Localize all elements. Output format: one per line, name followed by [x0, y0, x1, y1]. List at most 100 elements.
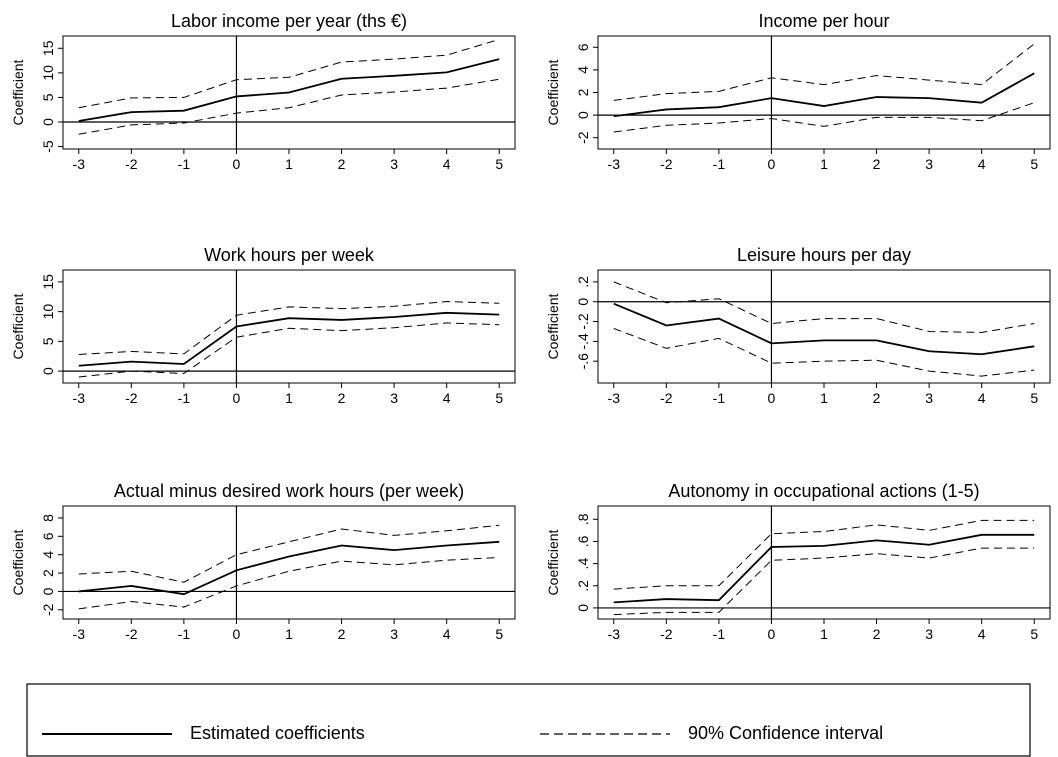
- y-tick-label: .4: [575, 558, 591, 570]
- y-tick-label: 0: [40, 118, 56, 126]
- x-tick-label: 2: [338, 626, 346, 642]
- y-tick-label: 5: [40, 93, 56, 101]
- y-tick-label: 10: [40, 65, 56, 81]
- x-tick-label: 4: [978, 156, 986, 172]
- x-tick-label: 5: [1030, 626, 1038, 642]
- x-tick-label: 0: [768, 390, 776, 406]
- chart-title: Work hours per week: [204, 245, 375, 265]
- ci-upper-line: [78, 38, 500, 109]
- x-tick-label: -2: [125, 626, 138, 642]
- x-tick-label: 5: [1030, 156, 1038, 172]
- y-tick-label: 2: [575, 88, 591, 96]
- x-tick-label: 3: [925, 390, 933, 406]
- y-tick-label: 0: [575, 604, 591, 612]
- x-tick-label: -1: [713, 626, 726, 642]
- legend-label: Estimated coefficients: [190, 723, 365, 743]
- chart-title: Autonomy in occupational actions (1-5): [668, 481, 979, 501]
- y-tick-label: -2: [575, 131, 591, 144]
- x-tick-label: -3: [608, 390, 621, 406]
- legend-label: 90% Confidence interval: [688, 723, 883, 743]
- x-tick-label: -3: [608, 156, 621, 172]
- x-tick-label: -1: [178, 626, 191, 642]
- y-tick-label: 4: [40, 551, 56, 559]
- x-tick-label: -1: [713, 156, 726, 172]
- x-tick-label: -2: [660, 156, 673, 172]
- x-tick-label: 1: [285, 390, 293, 406]
- y-tick-label: 2: [40, 569, 56, 577]
- y-tick-label: 15: [40, 40, 56, 56]
- y-axis-label: Coefficient: [545, 293, 561, 359]
- y-tick-label: .2: [575, 580, 591, 592]
- x-tick-label: -3: [608, 626, 621, 642]
- ci-lower-line: [78, 322, 500, 378]
- plot-frame: [62, 269, 516, 384]
- ci-lower-line: [613, 328, 1035, 377]
- y-tick-label: 5: [40, 337, 56, 345]
- x-tick-label: 4: [443, 156, 451, 172]
- coefficient-line: [613, 302, 1035, 356]
- y-tick-label: 6: [575, 43, 591, 51]
- ci-lower-line: [613, 547, 1035, 616]
- y-tick-label: -.4: [575, 333, 591, 350]
- legend-box: [26, 683, 1031, 757]
- x-tick-label: 3: [390, 156, 398, 172]
- x-tick-label: -3: [73, 390, 86, 406]
- coefficient-line: [78, 58, 500, 122]
- y-axis-label: Coefficient: [545, 529, 561, 595]
- coefficient-line: [78, 311, 500, 367]
- x-tick-label: 3: [390, 390, 398, 406]
- x-tick-label: 0: [768, 156, 776, 172]
- y-tick-label: 6: [40, 532, 56, 540]
- y-axis-label: Coefficient: [545, 59, 561, 125]
- plot-frame: [597, 269, 1051, 384]
- x-tick-label: 2: [338, 156, 346, 172]
- x-tick-label: 0: [768, 626, 776, 642]
- x-tick-label: 2: [338, 390, 346, 406]
- x-tick-label: 1: [820, 626, 828, 642]
- x-tick-label: 4: [443, 626, 451, 642]
- y-tick-label: 8: [40, 514, 56, 522]
- x-tick-label: 4: [978, 626, 986, 642]
- y-tick-label: 15: [40, 274, 56, 290]
- x-tick-label: 5: [1030, 390, 1038, 406]
- x-tick-label: 1: [285, 626, 293, 642]
- y-axis-label: Coefficient: [10, 529, 26, 595]
- x-tick-label: 2: [873, 626, 881, 642]
- chart-title: Actual minus desired work hours (per wee…: [114, 481, 464, 501]
- x-tick-label: 3: [925, 156, 933, 172]
- plot-frame: [597, 505, 1051, 620]
- x-tick-label: 5: [495, 156, 503, 172]
- y-tick-label: .6: [575, 535, 591, 547]
- chart-title: Labor income per year (ths €): [171, 11, 407, 31]
- x-tick-label: -3: [73, 156, 86, 172]
- y-tick-label: 10: [40, 304, 56, 320]
- x-tick-label: 2: [873, 156, 881, 172]
- y-axis-label: Coefficient: [10, 293, 26, 359]
- x-tick-label: -3: [73, 626, 86, 642]
- coefficient-line: [613, 533, 1035, 604]
- x-tick-label: -2: [125, 390, 138, 406]
- y-tick-label: -.6: [575, 353, 591, 370]
- x-tick-label: 0: [233, 390, 241, 406]
- plot-frame: [597, 35, 1051, 150]
- x-tick-label: 5: [495, 390, 503, 406]
- x-tick-label: 0: [233, 156, 241, 172]
- x-tick-label: 3: [390, 626, 398, 642]
- y-tick-label: -5: [40, 140, 56, 153]
- x-tick-label: -1: [178, 390, 191, 406]
- y-tick-label: .8: [575, 513, 591, 525]
- ci-upper-line: [613, 43, 1035, 101]
- ci-lower-line: [78, 78, 500, 135]
- y-tick-label: 0: [575, 298, 591, 306]
- x-tick-label: 5: [495, 626, 503, 642]
- ci-upper-line: [613, 519, 1035, 590]
- x-tick-label: -1: [178, 156, 191, 172]
- ci-upper-line: [78, 524, 500, 583]
- y-tick-label: 0: [575, 111, 591, 119]
- y-tick-label: -.2: [575, 313, 591, 330]
- y-tick-label: 0: [40, 367, 56, 375]
- x-tick-label: 2: [873, 390, 881, 406]
- x-tick-label: 4: [978, 390, 986, 406]
- x-tick-label: -2: [660, 390, 673, 406]
